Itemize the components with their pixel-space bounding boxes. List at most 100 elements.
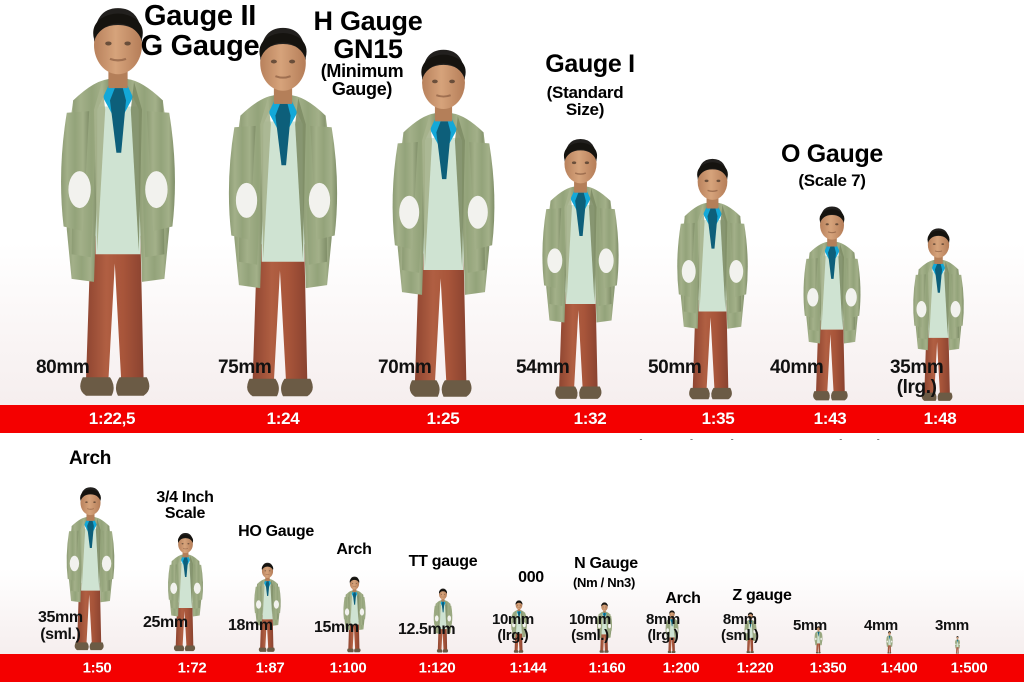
mm-label-scale-1-350: 5mm — [793, 618, 827, 634]
gauge-title-ho-gauge: HO Gauge — [238, 523, 314, 540]
figure-gauge-ii-g-gauge — [38, 5, 198, 405]
figure-n-gauge — [594, 602, 615, 654]
gauge-title-h-gauge-gn15: H Gauge GN15 — [313, 6, 423, 64]
model-figure-graphic — [392, 49, 494, 397]
figure-scale-1-35 — [663, 157, 762, 405]
gauge-subtitle-o-gauge: (Scale 7) — [798, 171, 866, 190]
gauge-title-o-gauge: O Gauge — [780, 140, 884, 168]
gauge-title-arch-1-100: Arch — [336, 541, 372, 558]
figure-arch-1-100 — [339, 576, 370, 654]
mm-label-z-gauge: 8mm (sml.) — [721, 612, 759, 643]
mm-value: 35mm — [890, 357, 944, 378]
mm-value: 12.5mm — [398, 621, 456, 638]
mm-label-gauge-i: 54mm — [516, 357, 570, 378]
figure-arch-1-50 — [57, 486, 124, 654]
mm-value: 10mm — [492, 611, 534, 628]
mm-value: 40mm — [770, 357, 824, 378]
scale-label-1-22-5: 1:22,5 — [88, 409, 136, 428]
model-figure-graphic — [954, 636, 960, 654]
scale-label-1-72: 1:72 — [177, 659, 207, 677]
mm-label-ho-gauge: 18mm — [228, 617, 273, 635]
mm-value: 75mm — [218, 357, 272, 378]
mm-label-arch-1-50: 35mm (sml.) — [38, 609, 83, 643]
scale-label-1-120: 1:120 — [418, 659, 456, 677]
scale-bar-bottom: 1:50 1:72 1:87 1:100 1:120 1:144 1:160 1:200 1:2… — [0, 654, 1024, 682]
scale-label-1-400: 1:400 — [880, 659, 918, 677]
model-figure-graphic — [803, 206, 861, 401]
model-figure-graphic — [541, 139, 619, 399]
mm-label-scale-1-500: 3mm — [935, 618, 969, 634]
mm-label-scale-1-48: 35mm (lrg.) — [890, 357, 944, 398]
model-figure-graphic — [61, 8, 175, 396]
gauge-subtitle-h-gauge-gn15: (Minimum Gauge) — [320, 61, 404, 100]
mm-label-triple-o: 10mm (lrg.) — [492, 612, 534, 643]
scale-label-1-500: 1:500 — [950, 659, 988, 677]
scale-label-1-220: 1:220 — [736, 659, 774, 677]
model-figure-graphic — [167, 532, 203, 652]
figure-o-gauge — [792, 205, 872, 405]
mm-label-h-gauge-gn15: 75mm — [218, 357, 272, 378]
figure-scale-1-500 — [954, 636, 961, 654]
mm-label-scale-1-400: 4mm — [864, 618, 898, 634]
model-figure-graphic — [676, 158, 748, 400]
model-figure-graphic — [228, 27, 338, 397]
scale-label-1-43: 1:43 — [813, 409, 847, 428]
model-figure-graphic — [596, 602, 612, 653]
scale-label-1-50: 1:50 — [82, 659, 112, 677]
figure-gauge-i — [527, 137, 634, 405]
model-figure-graphic — [912, 228, 964, 401]
scale-label-1-160: 1:160 — [588, 659, 626, 677]
gauge-title-z-gauge: Z gauge — [732, 587, 792, 604]
scale-label-1-48: 1:48 — [923, 409, 957, 428]
mm-label-o-gauge: 40mm — [770, 357, 824, 378]
mm-label-arch-1-200: 8mm (lrg.) — [646, 612, 680, 643]
mm-label-tt-gauge: 12.5mm — [398, 621, 456, 639]
figure-scale-1-25 — [372, 47, 515, 405]
mm-value: 5mm — [793, 617, 827, 634]
scale-bar-top: 1:22,5 1:24 1:25 1:32 1:35 1:43 1:48 — [0, 405, 1024, 433]
model-figure-graphic — [885, 631, 893, 654]
mm-value: 18mm — [228, 617, 273, 634]
figure-arch-1-200 — [663, 610, 681, 654]
mm-qualifier: (sml.) — [721, 626, 759, 644]
mm-value: 15mm — [314, 619, 359, 636]
figure-three-quarter-inch-scale — [161, 532, 210, 654]
mm-qualifier: (lrg.) — [896, 376, 937, 398]
bottom-figure-group — [0, 440, 1024, 654]
mm-label-n-gauge: 10mm (sml.) — [569, 612, 611, 643]
scale-label-1-200: 1:200 — [662, 659, 700, 677]
mm-qualifier: (lrg.) — [647, 626, 679, 644]
scale-label-1-350: 1:350 — [809, 659, 847, 677]
gauge-title-arch-1-50: Arch — [68, 448, 112, 469]
model-figure-graphic — [743, 612, 757, 654]
mm-value: 80mm — [36, 357, 90, 378]
figure-scale-1-400 — [885, 631, 894, 654]
model-figure-graphic — [814, 626, 822, 654]
gauge-title-n-gauge: N Gauge — [574, 555, 638, 572]
mm-value: 10mm — [569, 611, 611, 628]
scale-label-1-87: 1:87 — [255, 659, 285, 677]
figure-scale-1-350 — [813, 626, 824, 654]
scale-label-1-25: 1:25 — [426, 409, 460, 428]
mm-value: 8mm — [646, 611, 680, 628]
mm-qualifier: (sml.) — [571, 626, 609, 644]
figure-tt-gauge — [430, 588, 456, 654]
model-figure-graphic — [342, 576, 366, 653]
mm-qualifier: (sml.) — [40, 625, 81, 643]
mm-value: 3mm — [935, 617, 969, 634]
gauge-title-gauge-i: Gauge I — [545, 50, 635, 78]
gauge-title-gauge-ii-g-gauge: Gauge II G Gauge — [140, 0, 260, 62]
gauge-title-arch-1-200: Arch — [665, 590, 701, 607]
mm-value: 8mm — [722, 611, 757, 628]
figure-triple-o — [508, 600, 530, 654]
scale-label-1-32: 1:32 — [573, 409, 607, 428]
mm-label-three-quarter-inch-scale: 25mm — [143, 614, 188, 632]
gauge-title-triple-o: 000 — [518, 569, 544, 586]
mm-value: 54mm — [516, 357, 570, 378]
model-figure-graphic — [433, 588, 453, 653]
mm-label-scale-1-25: 70mm — [378, 358, 432, 378]
scale-label-1-144: 1:144 — [509, 659, 547, 677]
top-figure-group — [38, 5, 964, 405]
mm-label-arch-1-100: 15mm — [314, 619, 359, 637]
